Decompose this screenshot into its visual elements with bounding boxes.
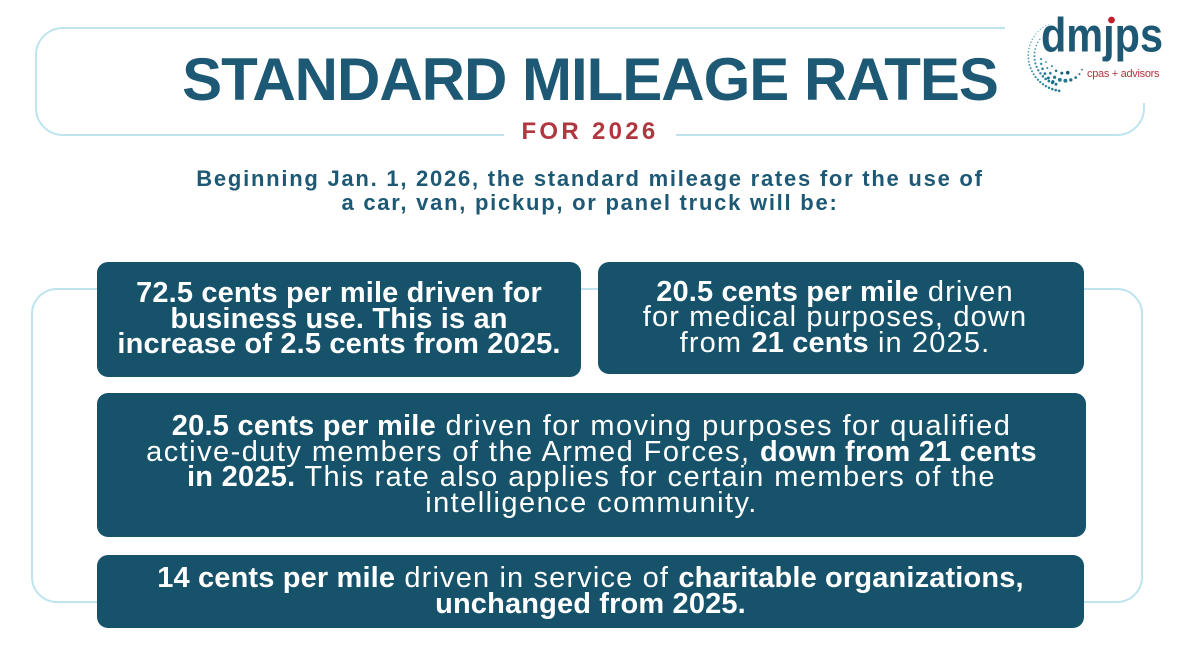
svg-text:dmȷps: dmȷps: [1041, 10, 1163, 63]
svg-text:cpas + advisors: cpas + advisors: [1087, 68, 1160, 80]
